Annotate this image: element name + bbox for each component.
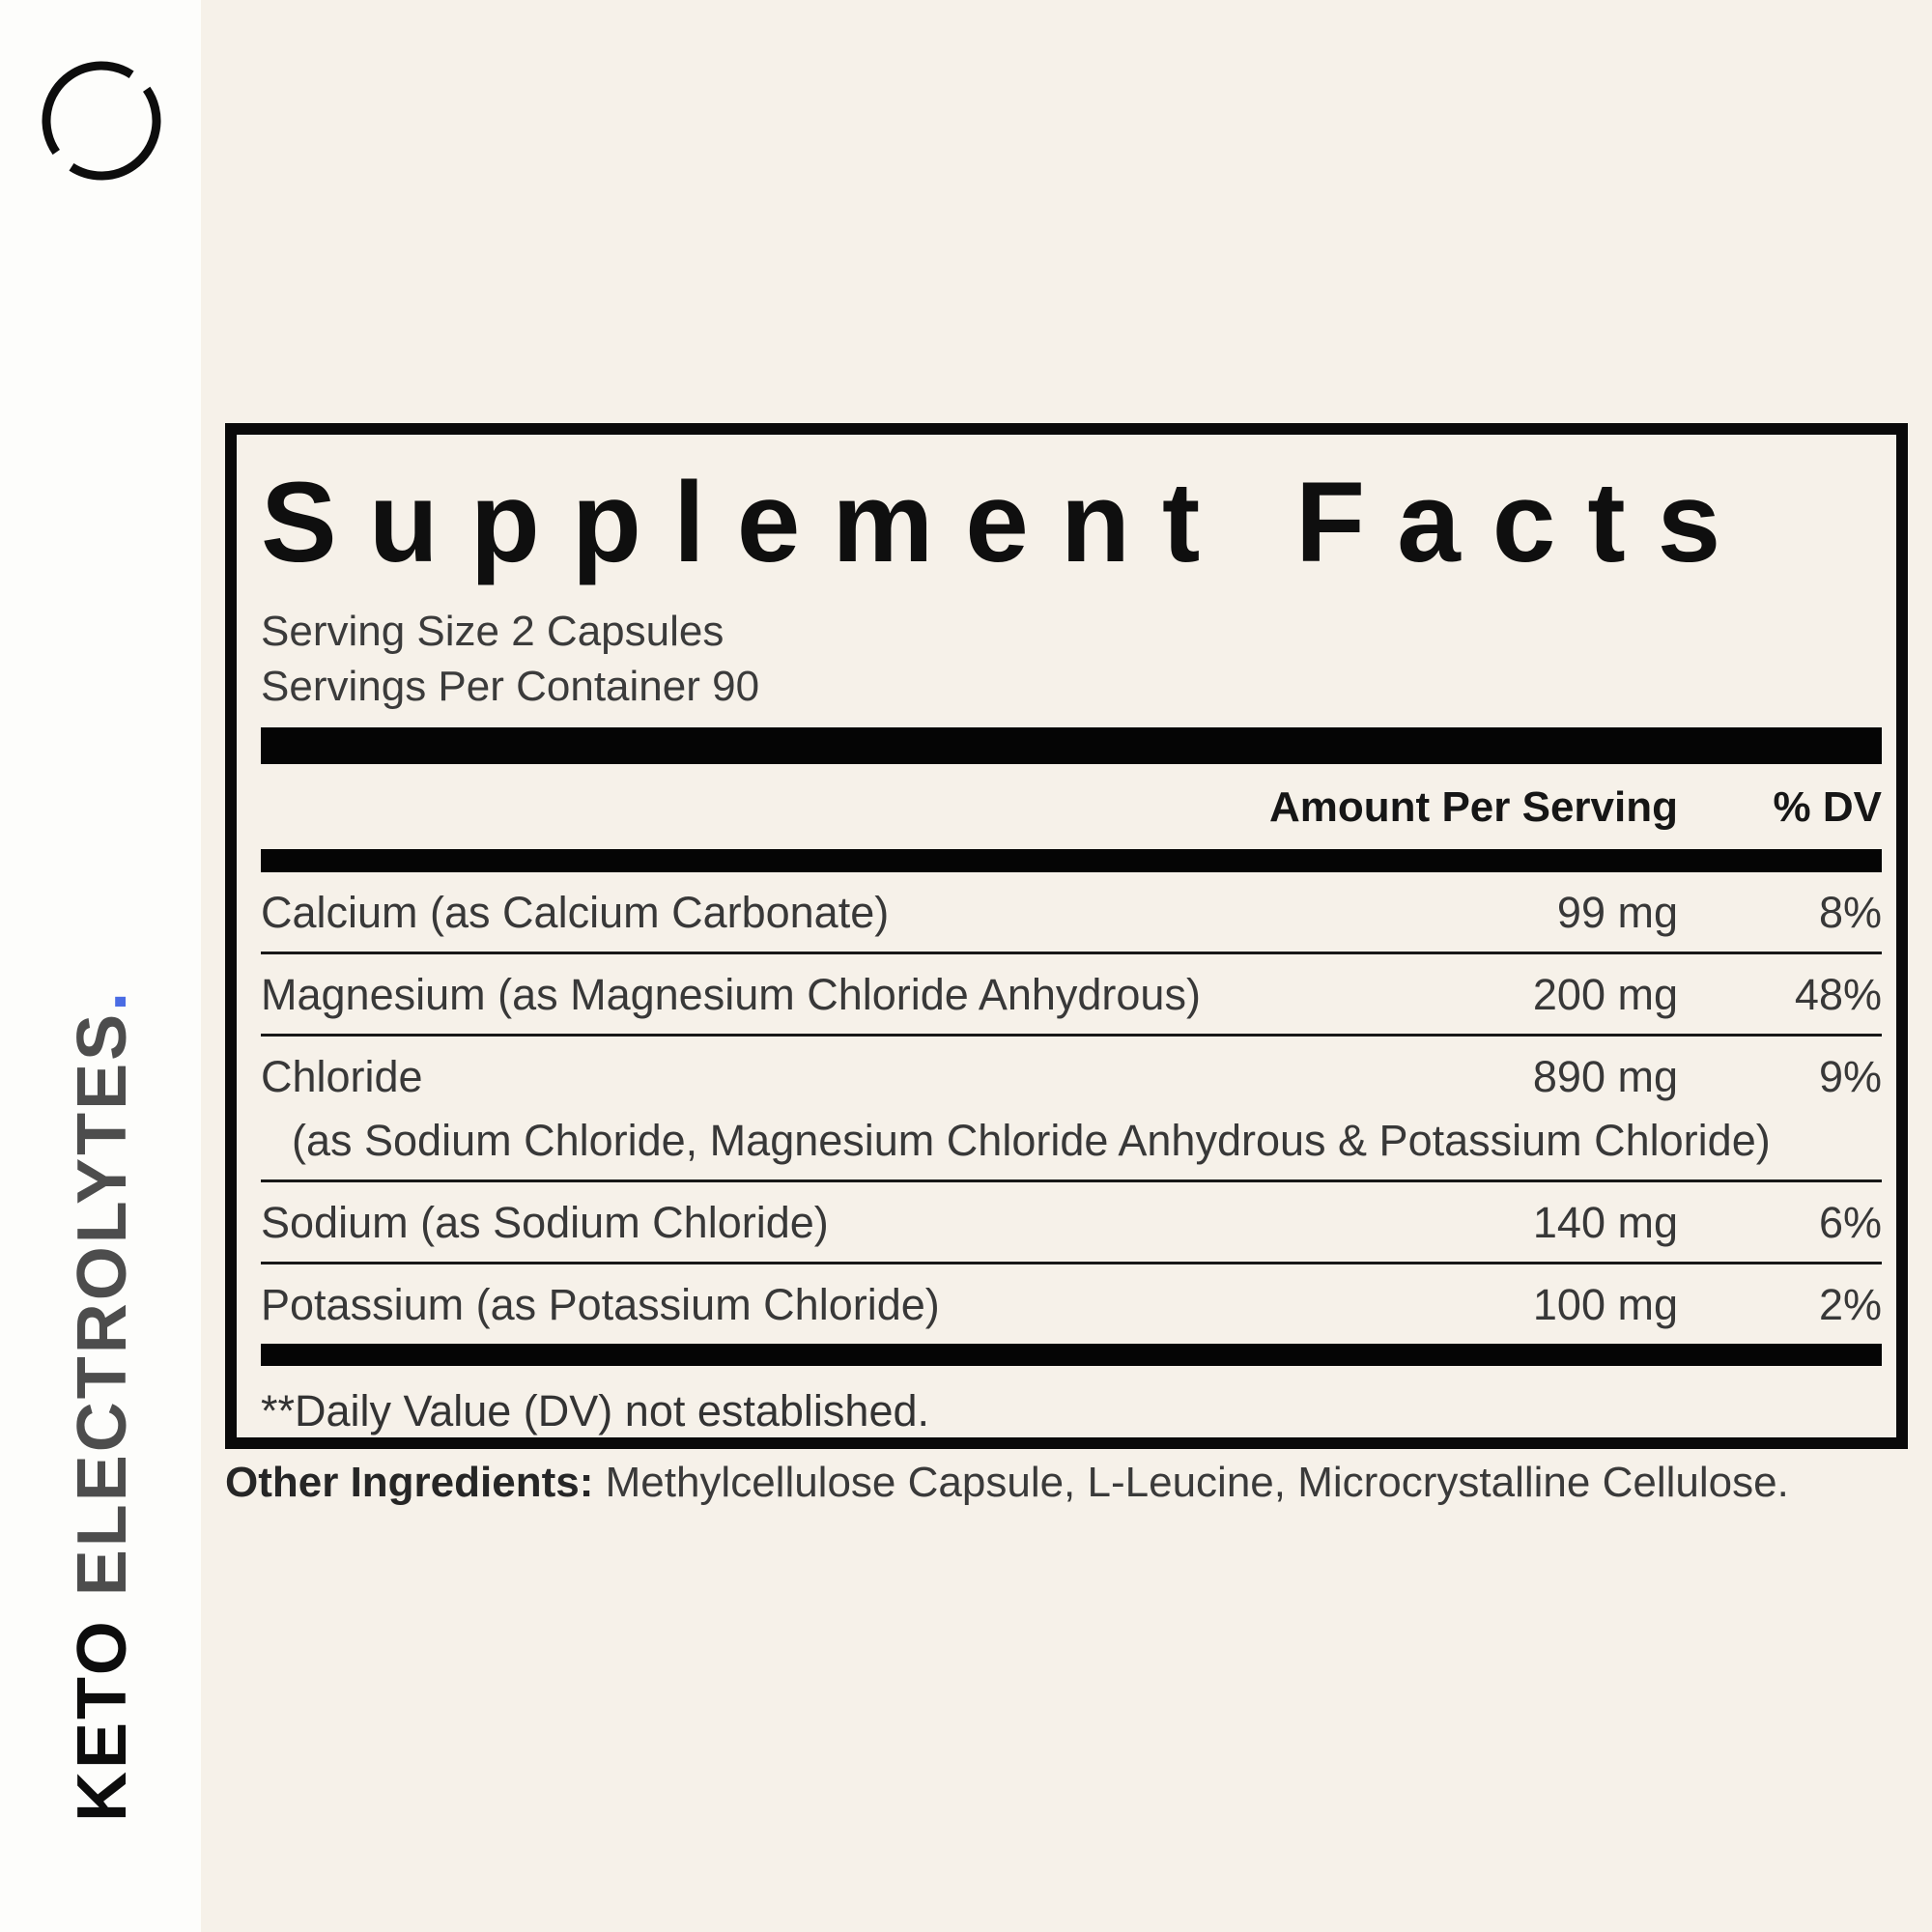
divider-bar-bottom	[261, 1344, 1882, 1367]
table-row-calcium: Calcium (as Calcium Carbonate) 99 mg 8%	[261, 872, 1882, 955]
table-row-magnesium: Magnesium (as Magnesium Chloride Anhydro…	[261, 954, 1882, 1037]
left-white-strip: KETO ELECTROLYTES.	[0, 0, 201, 1932]
divider-bar-top	[261, 727, 1882, 765]
nutrient-amount: 99 mg	[1556, 888, 1678, 938]
brand-word-keto: KETO	[64, 1618, 141, 1822]
other-ingredients-line: Other Ingredients: Methylcellulose Capsu…	[225, 1459, 1925, 1507]
nutrient-amount: 200 mg	[1532, 970, 1678, 1020]
daily-value-footnote: **Daily Value (DV) not established.	[261, 1386, 930, 1436]
brand-period-accent: .	[64, 988, 141, 1011]
column-header-row: Amount Per Serving % DV	[261, 764, 1882, 849]
nutrient-name: Potassium (as Potassium Chloride)	[261, 1280, 940, 1330]
nutrient-dv: 6%	[1818, 1198, 1882, 1248]
nutrient-name: Chloride	[261, 1052, 423, 1102]
nutrient-dv: 8%	[1818, 888, 1882, 938]
supplement-facts-panel: Supplement Facts Serving Size 2 Capsules…	[225, 423, 1908, 1449]
nutrient-name: Sodium (as Sodium Chloride)	[261, 1198, 829, 1248]
brand-vertical-text: KETO ELECTROLYTES.	[56, 989, 149, 1822]
table-row-potassium: Potassium (as Potassium Chloride) 100 mg…	[261, 1264, 1882, 1344]
serving-size-line: Serving Size 2 Capsules	[261, 608, 724, 656]
nutrient-name: Magnesium (as Magnesium Chloride Anhydro…	[261, 970, 1201, 1020]
table-row-chloride: Chloride 890 mg 9% (as Sodium Chloride, …	[261, 1037, 1882, 1183]
nutrient-dv: 48%	[1794, 970, 1882, 1020]
column-header-amount: Amount Per Serving	[1269, 783, 1678, 832]
table-row-sodium: Sodium (as Sodium Chloride) 140 mg 6%	[261, 1182, 1882, 1265]
divider-bar-header	[261, 849, 1882, 873]
other-ingredients-text: Methylcellulose Capsule, L-Leucine, Micr…	[593, 1459, 1789, 1506]
nutrient-source-subline: (as Sodium Chloride, Magnesium Chloride …	[292, 1116, 1771, 1166]
nutrient-amount: 100 mg	[1532, 1280, 1678, 1330]
nutrient-amount: 890 mg	[1532, 1052, 1678, 1102]
servings-per-container-line: Servings Per Container 90	[261, 663, 760, 711]
nutrient-name: Calcium (as Calcium Carbonate)	[261, 888, 890, 938]
nutrient-amount: 140 mg	[1532, 1198, 1678, 1248]
nutrient-dv: 2%	[1818, 1280, 1882, 1330]
serving-info: Serving Size 2 Capsules Servings Per Con…	[261, 604, 1882, 714]
broken-circle-logo-icon	[42, 61, 161, 181]
other-ingredients-label: Other Ingredients:	[225, 1459, 594, 1506]
nutrient-dv: 9%	[1818, 1052, 1882, 1102]
column-header-dv: % DV	[1773, 783, 1882, 832]
panel-title: Supplement Facts	[261, 459, 1753, 586]
brand-word-electrolytes: ELECTROLYTES	[64, 1010, 141, 1597]
